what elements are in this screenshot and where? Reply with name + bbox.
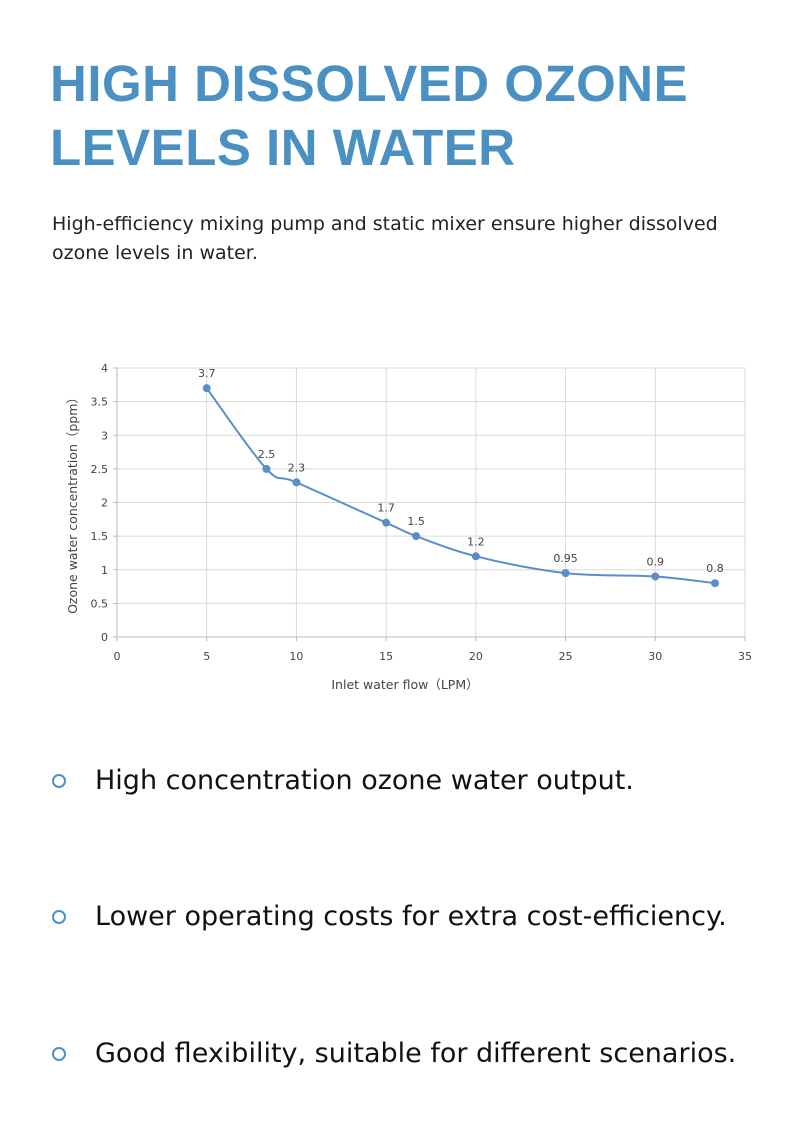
data-point <box>292 478 301 487</box>
data-label: 1.2 <box>467 535 485 548</box>
ozone-concentration-chart: 0 0.5 1 1.5 2 2.5 3 3.5 4 0 5 10 15 20 25 30 35 Inlet wat… <box>65 362 752 692</box>
circle-bullet-icon <box>52 1046 66 1061</box>
data-label: 0.8 <box>706 562 724 575</box>
x-tick-label: 35 <box>738 650 752 663</box>
page-title-line-1: HIGH DISSOLVED OZONE <box>50 55 689 112</box>
y-tick-label: 2 <box>101 497 108 510</box>
series-line <box>205 387 716 585</box>
feature-text: Lower operating costs for extra cost-eff… <box>95 901 727 932</box>
y-tick-label: 2.5 <box>91 463 109 476</box>
data-label: 0.95 <box>553 552 578 565</box>
data-point <box>651 572 660 581</box>
feature-item-2: Lower operating costs for extra cost-eff… <box>52 901 727 932</box>
y-tick-label: 3.5 <box>91 396 109 409</box>
y-tick-label: 3 <box>101 429 108 442</box>
data-point <box>412 532 421 541</box>
x-tick-label: 15 <box>379 650 393 663</box>
y-tick-label: 4 <box>101 362 108 375</box>
page-subtitle: High-efficiency mixing pump and static m… <box>52 213 718 264</box>
data-label: 3.7 <box>198 367 216 380</box>
y-tick-label: 1.5 <box>91 530 109 543</box>
circle-bullet-icon <box>52 909 66 924</box>
y-tick-label: 0 <box>101 631 108 644</box>
page-title: HIGH DISSOLVED OZONE LEVELS IN WATER <box>50 52 688 180</box>
data-point <box>561 569 570 578</box>
x-tick-label: 20 <box>469 650 483 663</box>
x-tick-label: 10 <box>289 650 303 663</box>
data-point <box>382 518 391 527</box>
x-tick-label: 25 <box>559 650 573 663</box>
feature-item-1: High concentration ozone water output. <box>52 765 634 796</box>
feature-item-3: Good flexibility, suitable for different… <box>52 1038 736 1069</box>
data-label: 2.5 <box>258 448 276 461</box>
y-tick-label: 1 <box>101 564 108 577</box>
data-point <box>711 579 720 588</box>
data-point <box>202 384 211 393</box>
feature-text: Good flexibility, suitable for different… <box>95 1038 737 1069</box>
x-tick-label: 5 <box>203 650 210 663</box>
x-tick-label: 0 <box>114 650 121 663</box>
page-title-line-2: LEVELS IN WATER <box>50 119 516 176</box>
x-tick-label: 30 <box>648 650 662 663</box>
data-label: 1.7 <box>377 502 395 515</box>
data-label: 2.3 <box>288 461 306 474</box>
feature-text: High concentration ozone water output. <box>95 765 634 796</box>
x-axis-title: Inlet water flow（LPM） <box>331 677 478 692</box>
data-point <box>471 552 480 561</box>
data-label: 1.5 <box>407 515 425 528</box>
y-axis-title: Ozone water concentration（ppm） <box>65 391 80 614</box>
circle-bullet-icon <box>52 773 66 788</box>
y-tick-label: 0.5 <box>91 597 109 610</box>
data-label: 0.9 <box>647 555 665 568</box>
data-point <box>262 464 271 473</box>
